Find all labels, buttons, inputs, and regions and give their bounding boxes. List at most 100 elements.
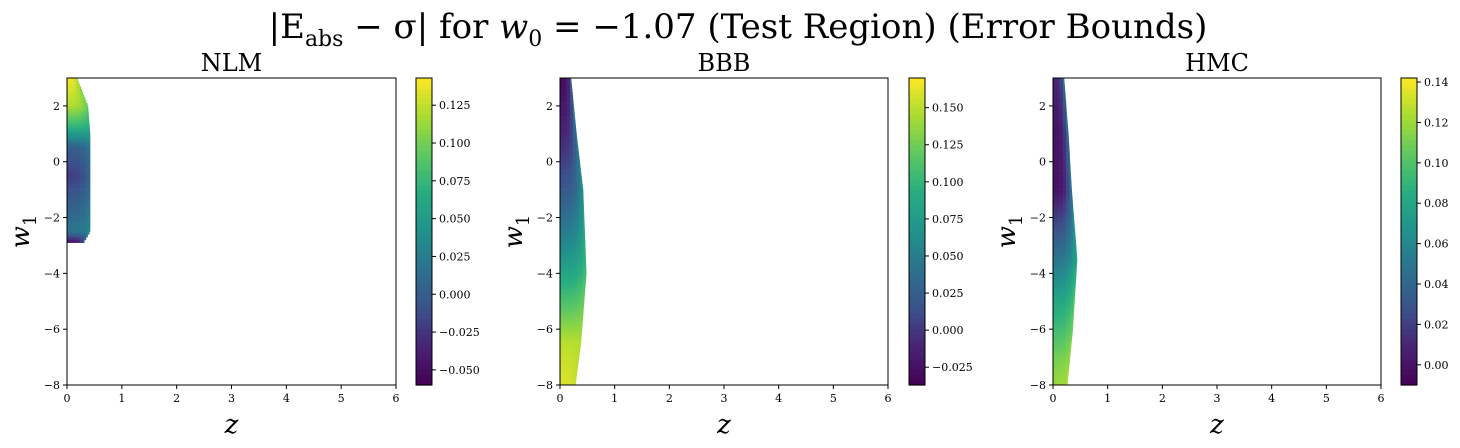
heatmap-cell bbox=[1062, 156, 1067, 160]
heatmap-cell bbox=[1053, 304, 1057, 308]
heatmap-cell bbox=[569, 373, 574, 377]
heatmap-cell bbox=[576, 144, 579, 149]
heatmap-cell bbox=[1053, 239, 1057, 243]
colorbar-tick-label: 0.100 bbox=[932, 176, 964, 189]
heatmap-cell bbox=[579, 181, 583, 185]
heatmap-cell bbox=[1059, 136, 1064, 140]
heatmap-cell bbox=[560, 203, 564, 207]
heatmap-cell bbox=[73, 142, 78, 146]
heatmap-cell bbox=[1066, 365, 1070, 369]
x-tick-label: 0 bbox=[1050, 392, 1057, 405]
heatmap-cell bbox=[566, 223, 571, 227]
heatmap-cell bbox=[560, 281, 564, 285]
colorbar-segment bbox=[416, 124, 432, 130]
heatmap-cell bbox=[80, 147, 84, 151]
heatmap-cell bbox=[566, 359, 571, 363]
heatmap-cell bbox=[83, 239, 85, 243]
heatmap-cell bbox=[576, 189, 580, 193]
heatmap-cell bbox=[1066, 253, 1070, 257]
heatmap-cell bbox=[566, 133, 571, 137]
heatmap-cell bbox=[560, 320, 564, 324]
colorbar-segment bbox=[909, 349, 925, 355]
heatmap-cell bbox=[569, 80, 572, 84]
heatmap-cell bbox=[560, 198, 564, 202]
colorbar-segment bbox=[1401, 205, 1417, 212]
heatmap-cell bbox=[1056, 295, 1060, 299]
heatmap-cell bbox=[566, 242, 571, 246]
heatmap-cell bbox=[80, 139, 84, 143]
heatmap-cell bbox=[1059, 326, 1064, 330]
heatmap-cell bbox=[576, 301, 580, 305]
heatmap-cell bbox=[566, 281, 571, 285]
heatmap-cell bbox=[1062, 320, 1067, 324]
heatmap-cell bbox=[566, 362, 571, 366]
heatmap-cell bbox=[76, 225, 81, 230]
heatmap-cell bbox=[560, 284, 564, 288]
heatmap-cell bbox=[1059, 122, 1064, 126]
colorbar-segment bbox=[1401, 364, 1417, 371]
heatmap-cell bbox=[70, 136, 74, 140]
colorbar-tick-label: 0.10 bbox=[1424, 157, 1449, 170]
heatmap-cell bbox=[560, 239, 564, 243]
heatmap-cell bbox=[67, 209, 71, 213]
heatmap-cell bbox=[86, 156, 91, 160]
colorbar-segment bbox=[1401, 246, 1417, 253]
heatmap-cell bbox=[1056, 83, 1060, 87]
heatmap-cell bbox=[573, 220, 577, 224]
heatmap-cell bbox=[576, 292, 580, 296]
heatmap-cell bbox=[86, 147, 91, 151]
heatmap-cell bbox=[76, 220, 81, 224]
heatmap-cell bbox=[569, 273, 574, 277]
heatmap-cell bbox=[563, 186, 567, 190]
heatmap-cell bbox=[573, 114, 575, 118]
heatmap-cell bbox=[569, 122, 574, 126]
heatmap-cell bbox=[1059, 292, 1064, 296]
heatmap-cell bbox=[1072, 264, 1077, 269]
heatmap-cell bbox=[573, 228, 577, 232]
heatmap-cell bbox=[1069, 181, 1072, 185]
heatmap-cell bbox=[1072, 217, 1075, 221]
heatmap-cell bbox=[1066, 242, 1070, 246]
heatmap-cell bbox=[80, 131, 84, 135]
heatmap-cell bbox=[1066, 359, 1070, 363]
heatmap-cell bbox=[1066, 161, 1070, 165]
heatmap-cell bbox=[573, 329, 577, 333]
heatmap-cell bbox=[1053, 348, 1057, 352]
heatmap-cell bbox=[86, 189, 91, 193]
heatmap-cell bbox=[86, 139, 91, 143]
heatmap-cell bbox=[83, 211, 88, 216]
heatmap-cell bbox=[73, 147, 78, 151]
colorbar-segment bbox=[1401, 200, 1417, 207]
heatmap-cell bbox=[560, 86, 564, 90]
heatmap-cell bbox=[70, 223, 74, 227]
heatmap-cell bbox=[1059, 175, 1064, 179]
heatmap-cell bbox=[1053, 340, 1057, 344]
heatmap-cell bbox=[563, 231, 567, 235]
heatmap-cell bbox=[1062, 105, 1067, 109]
heatmap-cell bbox=[1066, 111, 1067, 115]
heatmap-cell bbox=[560, 144, 564, 149]
heatmap-cell bbox=[573, 281, 577, 285]
heatmap-cell bbox=[1062, 284, 1067, 288]
heatmap-cell bbox=[1066, 309, 1070, 313]
heatmap-cell bbox=[1066, 326, 1070, 330]
heatmap-cell bbox=[76, 189, 81, 193]
heatmap-cell bbox=[569, 83, 572, 87]
heatmap-cell bbox=[76, 234, 81, 238]
heatmap-cell bbox=[573, 382, 576, 386]
heatmap-cell bbox=[1056, 105, 1060, 109]
heatmap-cell bbox=[1069, 203, 1073, 207]
heatmap-cell bbox=[1053, 158, 1057, 163]
heatmap-cell bbox=[569, 170, 574, 174]
heatmap-cell bbox=[1062, 315, 1067, 319]
heatmap-cell bbox=[1059, 248, 1064, 252]
colorbar-tick-label: 0.100 bbox=[439, 137, 471, 150]
colorbar-segment bbox=[909, 170, 925, 176]
heatmap-cell bbox=[73, 139, 78, 143]
heatmap-cell bbox=[576, 142, 578, 146]
heatmap-cell bbox=[1069, 192, 1073, 196]
heatmap-cell bbox=[1056, 158, 1060, 163]
heatmap-cell bbox=[1072, 267, 1077, 271]
heatmap-cell bbox=[86, 214, 91, 218]
